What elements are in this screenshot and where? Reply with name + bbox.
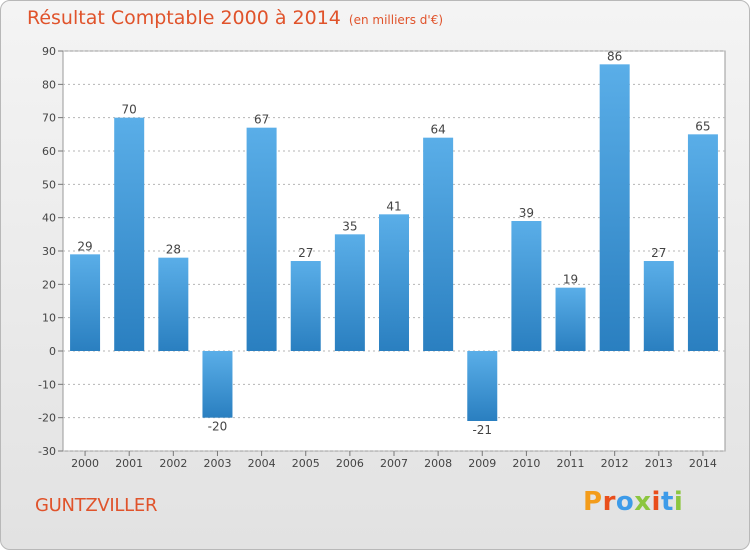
- logo-letter: P: [583, 487, 603, 517]
- logo-letter: t: [661, 487, 674, 517]
- data-label: -21: [472, 423, 492, 437]
- y-tick-label: 70: [42, 112, 56, 125]
- y-tick-label: 80: [42, 78, 56, 91]
- x-tick-label: 2002: [159, 457, 187, 470]
- x-tick-label: 2000: [71, 457, 99, 470]
- x-tick-label: 2007: [380, 457, 408, 470]
- x-tick-label: 2011: [557, 457, 585, 470]
- data-label: 70: [122, 103, 137, 117]
- logo-letter: i: [674, 487, 683, 517]
- x-tick-label: 2009: [468, 457, 496, 470]
- chart-frame: Résultat Comptable 2000 à 2014 (en millie…: [0, 0, 750, 550]
- bar: [644, 261, 674, 351]
- bar: [467, 351, 497, 421]
- bar: [291, 261, 321, 351]
- bar: [556, 288, 586, 351]
- data-label: -20: [208, 420, 228, 434]
- data-label: 19: [563, 273, 578, 287]
- x-tick-label: 2008: [424, 457, 452, 470]
- bar: [688, 134, 718, 351]
- data-label: 86: [607, 49, 622, 63]
- bar: [158, 258, 188, 351]
- y-tick-label: 30: [42, 245, 56, 258]
- y-tick-label: 90: [42, 45, 56, 58]
- bar: [202, 351, 232, 418]
- y-tick-label: 40: [42, 212, 56, 225]
- bar: [600, 64, 630, 351]
- logo-letter: r: [603, 487, 616, 517]
- bar-chart: -30 -20 -10 0 10 20 30 40 50 60 70 80 90 29 70 28 -20 67…: [1, 1, 749, 549]
- data-label: 64: [430, 123, 445, 137]
- x-tick-label: 2004: [248, 457, 276, 470]
- y-tick-label: 10: [42, 312, 56, 325]
- bar: [511, 221, 541, 351]
- bar: [379, 214, 409, 351]
- data-label: 35: [342, 219, 357, 233]
- x-tick-label: 2001: [115, 457, 143, 470]
- logo-letter: x: [634, 487, 651, 517]
- bar: [247, 128, 277, 351]
- bar: [423, 138, 453, 351]
- x-tick-label: 2013: [645, 457, 673, 470]
- logo-letter: i: [652, 487, 661, 517]
- data-label: 39: [519, 206, 534, 220]
- y-tick-label: 50: [42, 178, 56, 191]
- bar: [70, 254, 100, 351]
- data-label: 27: [298, 246, 313, 260]
- y-tick-label: -10: [38, 378, 56, 391]
- proxiti-logo: Proxiti: [583, 487, 683, 517]
- commune-name: GUNTZVILLER: [35, 495, 157, 516]
- data-label: 65: [695, 119, 710, 133]
- data-label: 67: [254, 113, 269, 127]
- x-tick-label: 2014: [689, 457, 717, 470]
- y-tick-label: 60: [42, 145, 56, 158]
- y-tick-label: -20: [38, 412, 56, 425]
- x-tick-label: 2012: [601, 457, 629, 470]
- bar: [114, 118, 144, 351]
- x-tick-label: 2003: [203, 457, 231, 470]
- x-tick-label: 2010: [512, 457, 540, 470]
- logo-letter: o: [616, 487, 634, 517]
- y-tick-label: 0: [49, 345, 56, 358]
- data-label: 41: [386, 199, 401, 213]
- data-label: 27: [651, 246, 666, 260]
- data-label: 28: [166, 243, 181, 257]
- x-tick-label: 2005: [292, 457, 320, 470]
- y-tick-label: 20: [42, 278, 56, 291]
- data-label: 29: [77, 239, 92, 253]
- x-tick-label: 2006: [336, 457, 364, 470]
- bar: [335, 234, 365, 351]
- y-tick-label: -30: [38, 445, 56, 458]
